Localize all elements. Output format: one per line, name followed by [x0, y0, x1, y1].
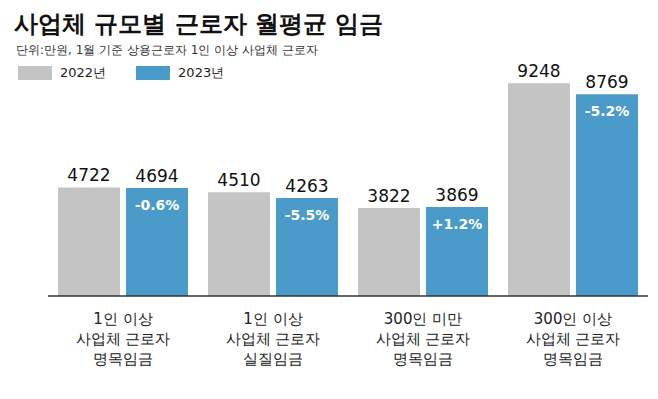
svg-text:3869: 3869: [435, 185, 478, 205]
svg-text:300인 이상사업체 근로자명목임금: 300인 이상사업체 근로자명목임금: [526, 310, 621, 368]
svg-text:4510: 4510: [217, 170, 260, 190]
svg-text:1인 이상사업체 근로자명목임금: 1인 이상사업체 근로자명목임금: [76, 310, 171, 368]
svg-text:4722: 4722: [67, 165, 110, 185]
svg-text:+1.2%: +1.2%: [432, 216, 483, 232]
html-text:2022년: 2022년: [60, 65, 107, 80]
svg-text:4263: 4263: [285, 176, 328, 196]
svg-text:-0.6%: -0.6%: [135, 197, 180, 213]
svg-text:9248: 9248: [517, 61, 560, 81]
html-text:단위:만원, 1월 기준 상용근로자 1인 이상 사업체 근: 단위:만원, 1월 기준 상용근로자 1인 이상 사업체 근로자: [16, 43, 318, 57]
svg-text:300인 미만사업체 근로자명목임금: 300인 미만사업체 근로자명목임금: [376, 310, 471, 368]
svg-text:3822: 3822: [367, 186, 410, 206]
svg-text:-5.5%: -5.5%: [285, 207, 330, 223]
svg-text:4694: 4694: [135, 166, 178, 186]
html-text:2023년: 2023년: [178, 65, 225, 80]
svg-text:8769: 8769: [585, 72, 628, 92]
svg-text:1인 이상사업체 근로자실질임금: 1인 이상사업체 근로자실질임금: [226, 310, 321, 368]
html-text:사업체 규모별 근로자 월평균 임금: 사업체 규모별 근로자 월평균 임금: [14, 10, 384, 38]
svg-text:-5.2%: -5.2%: [585, 103, 630, 119]
